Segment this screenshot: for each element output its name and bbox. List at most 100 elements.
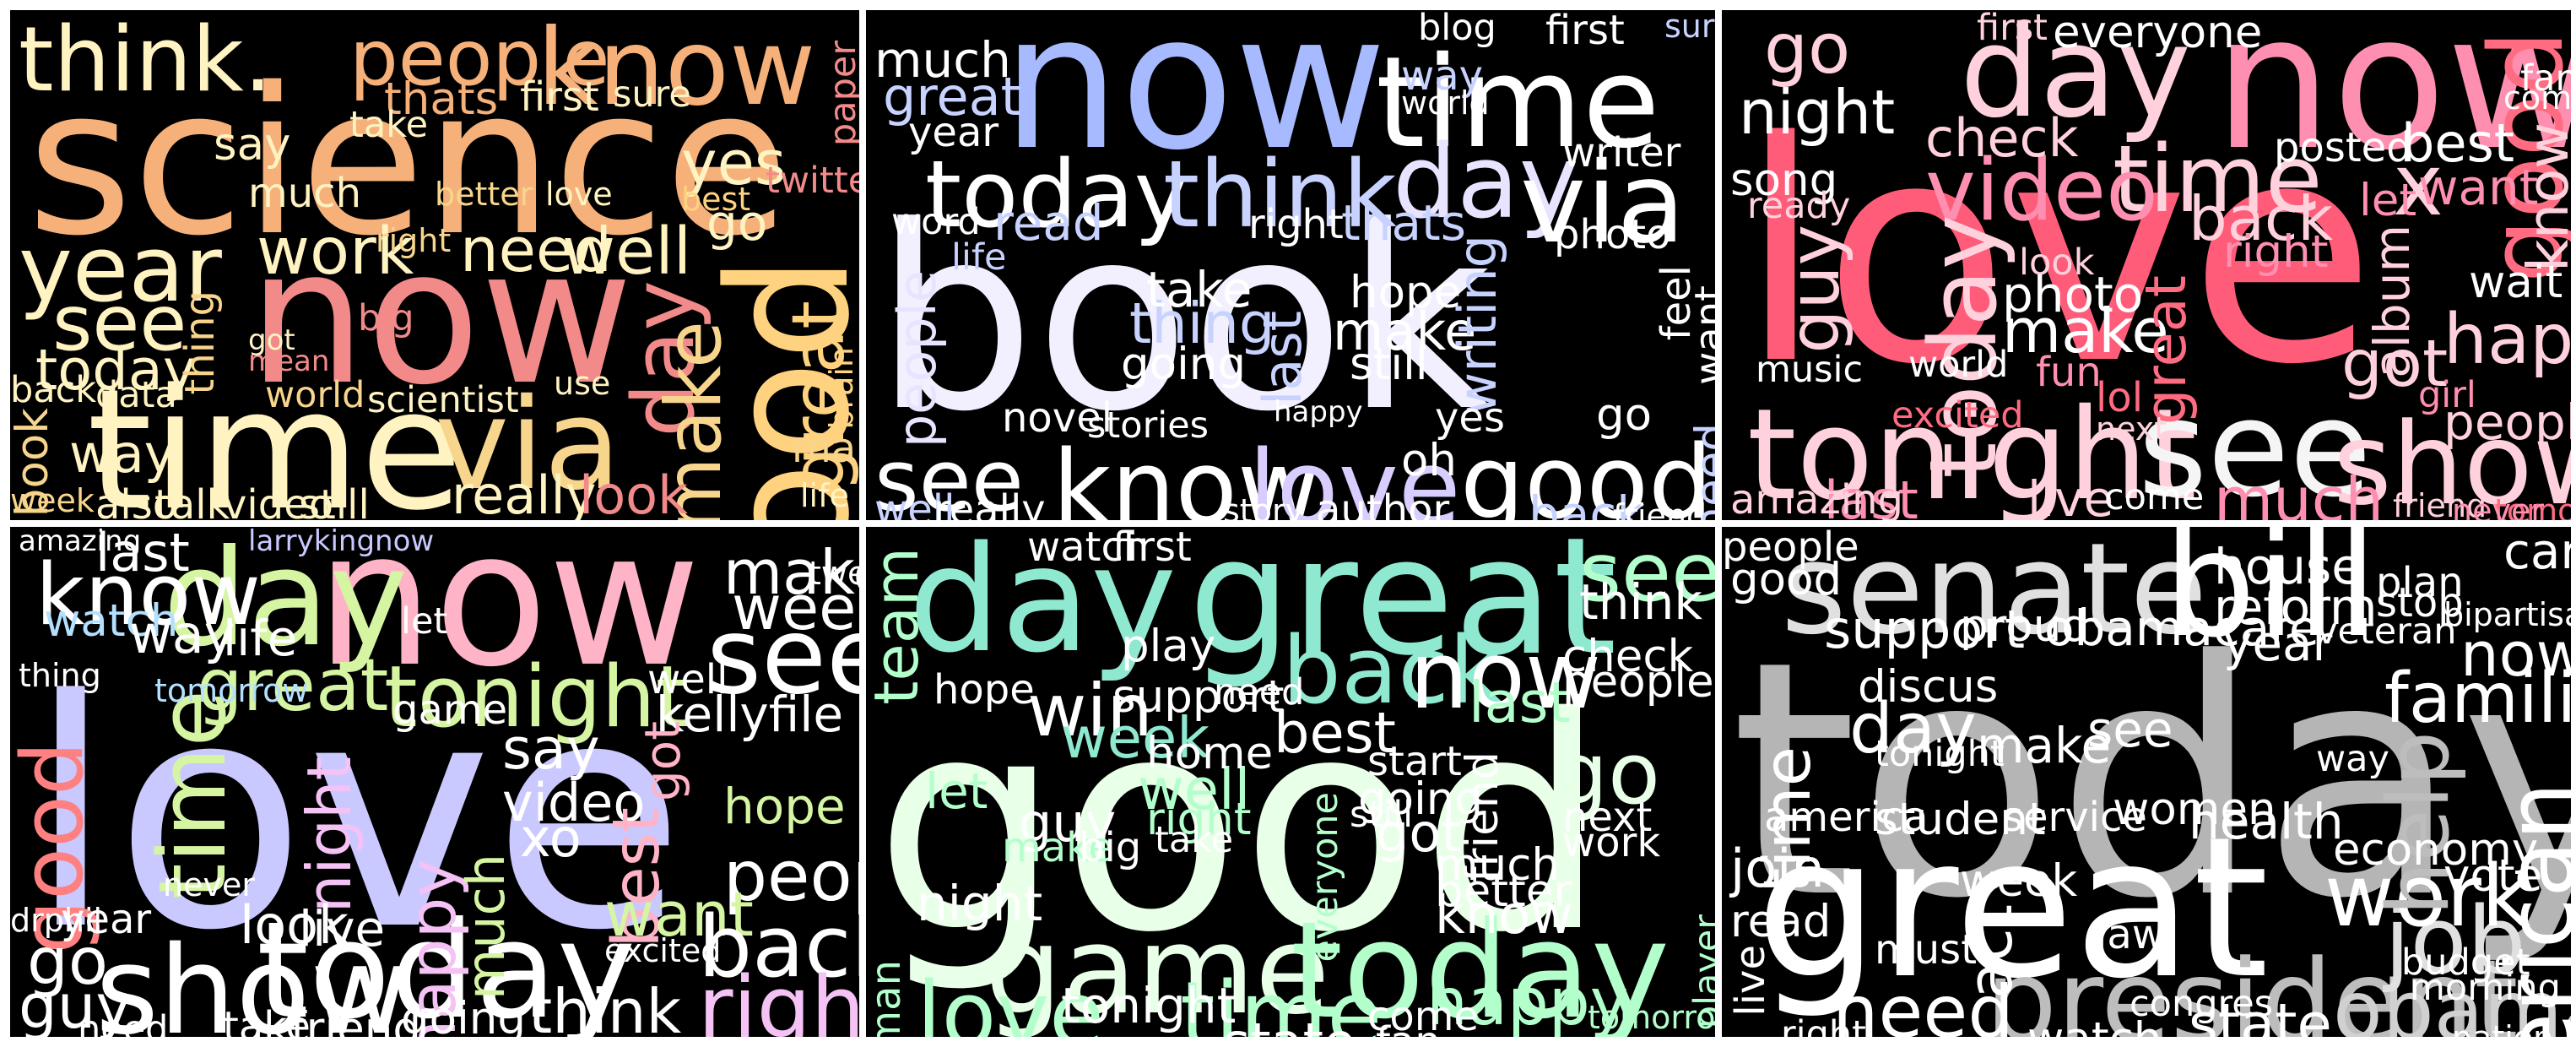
cloud-word: work (1562, 819, 1661, 866)
cloud-word: see (52, 279, 187, 368)
cloud-word: tonight (1875, 733, 2005, 775)
word-cloud-panel-science: sciencethink.peopleknownowtimegoodviayea… (10, 10, 859, 520)
cloud-word: work (257, 214, 414, 290)
cloud-word: amazing (1730, 476, 1904, 520)
cloud-word: time (87, 354, 463, 520)
cloud-word: well (647, 656, 728, 703)
cloud-word: larrykingnow (248, 527, 435, 558)
cloud-word: best (2401, 112, 2515, 174)
cloud-word: love (545, 176, 613, 213)
cloud-word: house (2214, 538, 2362, 595)
cloud-word: novel (1002, 394, 1113, 442)
cloud-word: start (1367, 738, 1462, 785)
cloud-word: need (78, 1008, 169, 1038)
cloud-word: know (1435, 884, 1573, 946)
cloud-word: word (891, 201, 981, 243)
cloud-word: let (2359, 175, 2417, 226)
cloud-word: back (1282, 616, 1503, 724)
cloud-word: work (2324, 846, 2531, 946)
cloud-word: night (917, 875, 1043, 932)
cloud-word: much (2214, 464, 2384, 520)
cloud-word: take (1146, 261, 1253, 318)
cloud-word: still (1350, 794, 1414, 836)
cloud-word: watch (1027, 527, 1150, 571)
cloud-word: discus (1858, 661, 1999, 713)
cloud-word: tweet (809, 555, 859, 592)
cloud-word: love (1248, 430, 1461, 521)
cloud-word: oh (1401, 435, 1458, 486)
cloud-word: obamacare (2044, 599, 2319, 657)
cloud-word: look (240, 894, 349, 956)
cloud-word: got (2341, 327, 2449, 402)
cloud-word: life (951, 236, 1007, 279)
cloud-word: week (1960, 855, 2078, 907)
cloud-word: night (1739, 77, 1896, 148)
cloud-word: everyone (2053, 10, 2263, 58)
cloud-word: america (1764, 794, 1929, 841)
cloud-word: week (732, 572, 859, 643)
cloud-word: people (1562, 656, 1714, 708)
cloud-word: bipartisan (2443, 596, 2571, 633)
cloud-word: service (2002, 794, 2147, 841)
cloud-word: fan (2520, 57, 2571, 100)
cloud-word: tomorrow (1588, 999, 1715, 1036)
cloud-word: know (1053, 430, 1321, 521)
cloud-word: guy (1775, 225, 1855, 354)
word-cloud-panel-tonight: love now day today show see tonight great time kn… (10, 527, 859, 1037)
cloud-word: thing (176, 290, 224, 395)
cloud-word: win (1027, 669, 1153, 753)
cloud-word: well (1138, 757, 1251, 822)
cloud-word: proud (1960, 600, 2090, 652)
cloud-word: last (1252, 311, 1313, 405)
cloud-word: best (1274, 700, 1396, 766)
cloud-word: life (800, 477, 849, 514)
cloud-word: support (1824, 599, 2026, 660)
cloud-word: say (214, 119, 291, 171)
cloud-word: tonight (1061, 977, 1237, 1034)
cloud-word: thing (19, 657, 101, 694)
cloud-word: live (2027, 470, 2114, 520)
cloud-word: go (1596, 389, 1653, 441)
cloud-word: today (257, 893, 636, 1037)
cloud-word: good (1730, 554, 1843, 605)
cloud-word: well (562, 214, 692, 290)
cloud-word: never (163, 866, 255, 903)
cloud-word: make (2002, 296, 2169, 366)
cloud-word: last (1824, 469, 1918, 521)
cloud-word: game (985, 899, 1330, 1037)
cloud-word: first (1112, 527, 1192, 571)
cloud-word: see (2138, 372, 2372, 520)
cloud-word: back (2189, 183, 2334, 254)
cloud-word: right (698, 957, 859, 1038)
cloud-word: book (874, 172, 1492, 467)
cloud-word: now (1410, 621, 1601, 730)
cloud-word: think. (19, 10, 273, 111)
cloud-word: nation (2452, 1022, 2553, 1037)
cloud-word: going (401, 993, 527, 1037)
cloud-word: way (69, 423, 176, 485)
cloud-word: blog (1418, 10, 1496, 49)
cloud-word: first (520, 73, 599, 121)
cloud-word: take (349, 104, 429, 146)
cloud-word: excited (604, 932, 722, 969)
cloud-word: week (10, 482, 95, 519)
cloud-word: guy (1019, 792, 1117, 854)
cloud-word: women (2113, 784, 2276, 835)
word-cloud-panel-game: good great day game today time love back now see t… (866, 527, 1715, 1037)
cloud-word: world (1908, 344, 2009, 386)
cloud-word: love (27, 633, 685, 999)
cloud-word: president (1985, 936, 2519, 1037)
cloud-word: excited (1891, 394, 2024, 437)
cloud-word: support (1112, 671, 1285, 723)
cloud-word: people (1722, 527, 1859, 571)
cloud-word: back (1529, 486, 1645, 520)
cloud-word: mean (248, 344, 330, 378)
cloud-word: tonight (384, 647, 690, 746)
cloud-word: much (248, 170, 361, 217)
cloud-word: watch (2027, 1017, 2162, 1037)
cloud-word: life (223, 610, 298, 667)
cloud-word: night (294, 757, 365, 914)
cloud-word: go (1764, 10, 1851, 90)
cloud-word: great (2133, 275, 2199, 426)
